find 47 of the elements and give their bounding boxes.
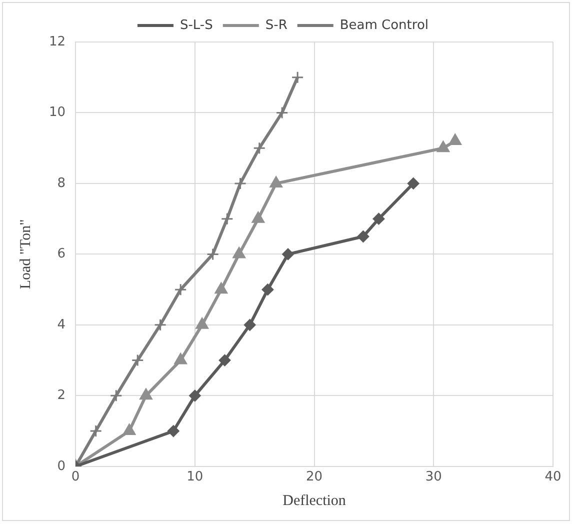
y-tick-label: 2 xyxy=(57,388,66,404)
legend-label: S-L-S xyxy=(180,18,213,33)
point xyxy=(90,424,102,438)
point xyxy=(436,140,450,152)
point xyxy=(196,317,209,329)
x-axis-title: Deflection xyxy=(282,492,346,509)
point xyxy=(276,106,288,119)
point xyxy=(218,354,231,366)
y-tick-label: 8 xyxy=(57,176,66,191)
legend-label: Beam Control xyxy=(340,18,429,33)
y-tick-label: 12 xyxy=(48,34,66,50)
y-tick-label: 10 xyxy=(48,105,66,120)
point xyxy=(174,283,187,296)
point xyxy=(244,318,256,331)
y-tick-label: 6 xyxy=(57,246,66,262)
point xyxy=(372,212,385,225)
point xyxy=(220,212,234,226)
x-tick-label: 10 xyxy=(186,470,204,485)
x-tick-label: 30 xyxy=(425,470,442,485)
point xyxy=(214,282,228,294)
point xyxy=(253,142,266,154)
point xyxy=(131,354,144,367)
point xyxy=(167,425,180,438)
point xyxy=(206,248,220,260)
y-tick-label: 4 xyxy=(57,317,66,332)
y-tick-label: 0 xyxy=(57,458,66,474)
point xyxy=(122,424,136,436)
y-axis-title: Load "Ton" xyxy=(18,219,34,290)
x-tick-label: 40 xyxy=(544,470,562,485)
point xyxy=(270,176,283,188)
point xyxy=(110,389,122,402)
point xyxy=(282,248,294,260)
point xyxy=(262,284,274,296)
point xyxy=(234,177,247,190)
point xyxy=(448,134,462,146)
point xyxy=(357,230,370,243)
point xyxy=(252,211,265,223)
point xyxy=(407,177,420,190)
point xyxy=(139,388,153,400)
point xyxy=(232,246,246,258)
point xyxy=(188,390,201,402)
point xyxy=(291,71,304,84)
legend-label: S-R xyxy=(265,18,288,33)
x-tick-label: 20 xyxy=(306,470,323,485)
point xyxy=(154,318,167,332)
point xyxy=(174,352,188,364)
x-tick-label: 0 xyxy=(71,470,80,485)
